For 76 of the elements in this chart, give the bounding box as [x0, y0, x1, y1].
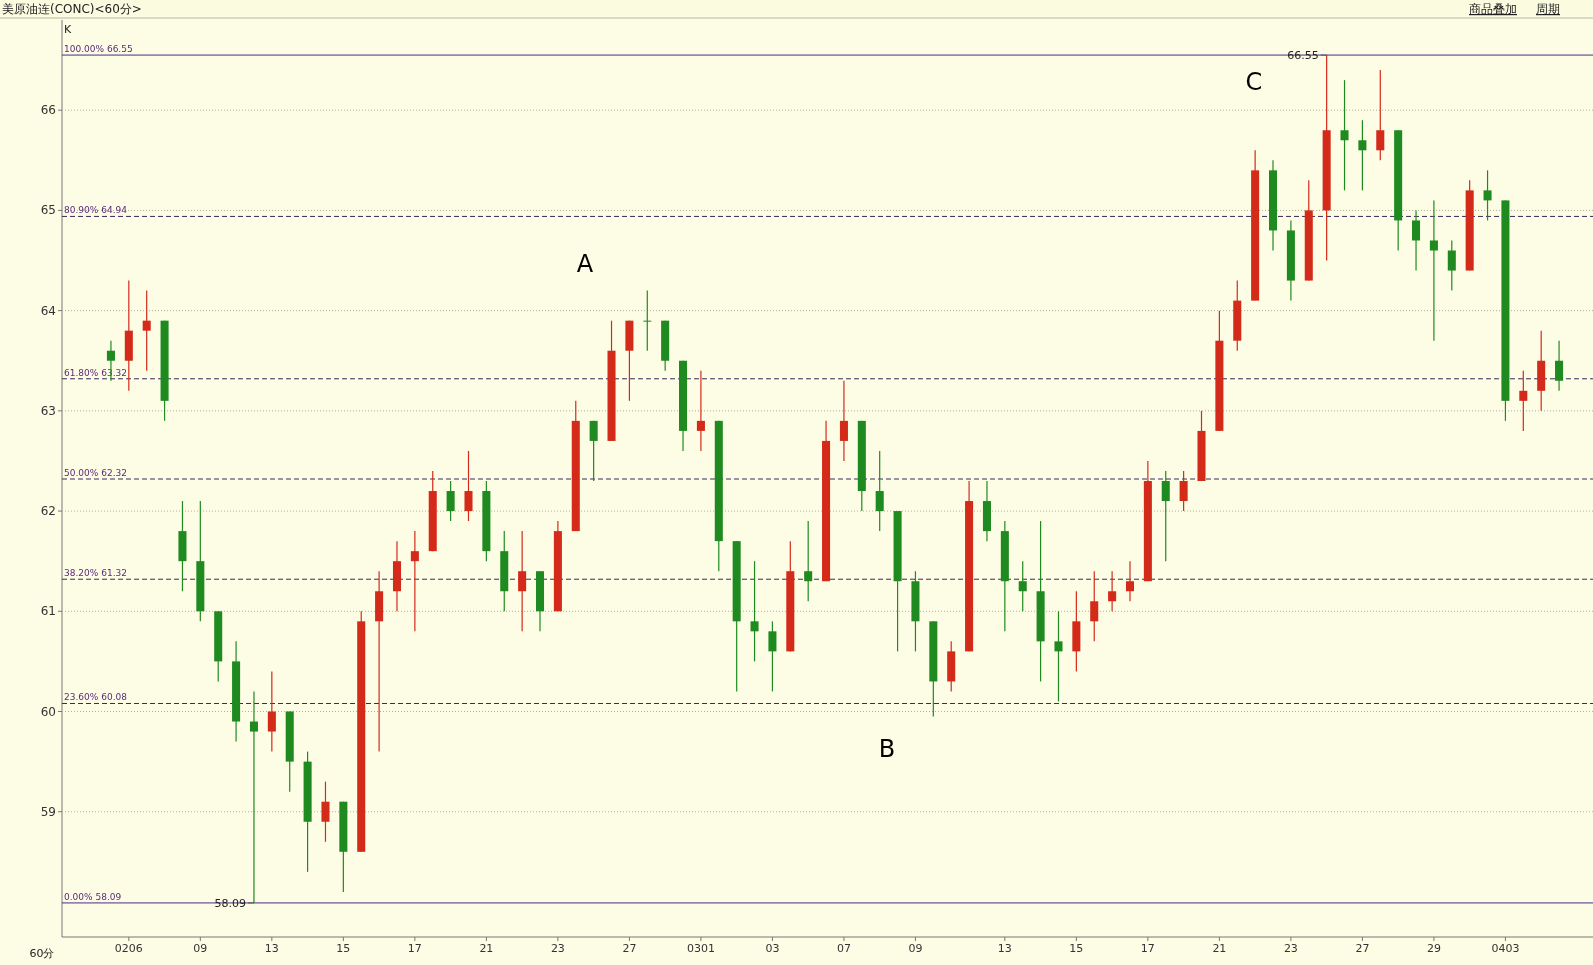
y-tick-label: 64	[40, 303, 56, 318]
candlestick	[804, 520, 813, 602]
x-tick-label: 07	[836, 942, 851, 955]
x-tick-label: 0301	[686, 942, 715, 955]
annotation: 66.55	[1287, 49, 1319, 63]
y-tick-label: 60	[40, 704, 56, 719]
candlestick	[1090, 570, 1099, 642]
x-tick-label: 27	[622, 942, 637, 955]
candlestick	[464, 450, 473, 522]
candlestick	[249, 690, 258, 904]
x-tick-label: 15	[336, 942, 351, 955]
x-tick-label: 13	[264, 942, 279, 955]
x-tick-label: 03	[765, 942, 780, 955]
ref-line-label: 100.00% 66.55	[64, 44, 133, 55]
x-tick-label: 21	[1212, 942, 1227, 955]
candlestick	[1447, 239, 1456, 292]
candlestick	[267, 670, 276, 753]
candlestick	[1412, 209, 1421, 272]
x-tick-label: 0206	[114, 942, 143, 955]
text: 商品叠加	[1469, 2, 1517, 16]
candlestick	[1483, 169, 1492, 222]
chart-title: 美原油连(CONC)<60分>	[2, 2, 142, 16]
y-tick-label: 62	[40, 504, 56, 519]
x-tick-label: 0403	[1491, 942, 1520, 955]
x-tick-label: 21	[479, 942, 494, 955]
x-tick-label: 15	[1069, 942, 1084, 955]
y-tick-label: 61	[40, 604, 56, 619]
annotation: B	[878, 735, 896, 763]
y-tick-label: 66	[40, 103, 56, 118]
text: 60分	[29, 947, 55, 960]
ref-line-label: 50.00% 62.32	[64, 468, 127, 478]
x-tick-label: 09	[193, 942, 208, 955]
candlestick	[321, 781, 330, 843]
candlestick	[1161, 470, 1170, 562]
annotation: 58.09	[214, 896, 246, 910]
y-tick-label: 65	[40, 203, 56, 218]
candlestick	[1018, 560, 1027, 612]
candlestick	[518, 530, 527, 632]
y-tick-label: 63	[40, 403, 56, 418]
x-tick-label: 27	[1355, 942, 1370, 955]
candlestick	[446, 480, 455, 522]
candlestick	[1358, 119, 1367, 191]
candlestick	[1125, 560, 1135, 602]
candlestick	[1340, 79, 1349, 191]
candlestick	[1555, 340, 1564, 392]
text: K	[64, 23, 72, 36]
candlestick	[1054, 610, 1063, 703]
ref-line-label: 80.90% 64.94	[64, 205, 128, 216]
y-tick-label: 59	[40, 804, 56, 819]
candlestick	[1429, 199, 1438, 342]
ref-line-label: 23.60% 60.08	[64, 692, 128, 703]
ref-line-label: 0.00% 58.09	[64, 891, 122, 902]
candlestick	[1108, 570, 1117, 612]
candlestick	[875, 450, 884, 532]
candlestick	[1376, 69, 1385, 161]
x-tick-label: 23	[550, 942, 565, 955]
text: 周期	[1536, 2, 1560, 16]
annotation: A	[576, 250, 594, 278]
candlestick	[839, 380, 848, 462]
candlestick	[410, 530, 419, 632]
ref-line-label: 38.20% 61.32	[64, 568, 127, 579]
x-tick-label: 09	[908, 942, 923, 955]
x-tick-label: 17	[1140, 942, 1155, 955]
x-tick-label: 17	[407, 942, 422, 955]
x-tick-label: 29	[1426, 942, 1441, 955]
candlestick	[643, 289, 652, 352]
candlestick	[1179, 470, 1188, 512]
candlestick	[696, 370, 705, 452]
candlestick	[142, 289, 151, 372]
annotation: C	[1245, 68, 1263, 96]
candlestick	[750, 560, 759, 662]
candlestick	[589, 420, 598, 482]
candlestick	[768, 620, 777, 693]
x-tick-label: 13	[997, 942, 1012, 955]
candlestick	[1519, 370, 1528, 432]
x-tick-label: 23	[1283, 942, 1298, 955]
